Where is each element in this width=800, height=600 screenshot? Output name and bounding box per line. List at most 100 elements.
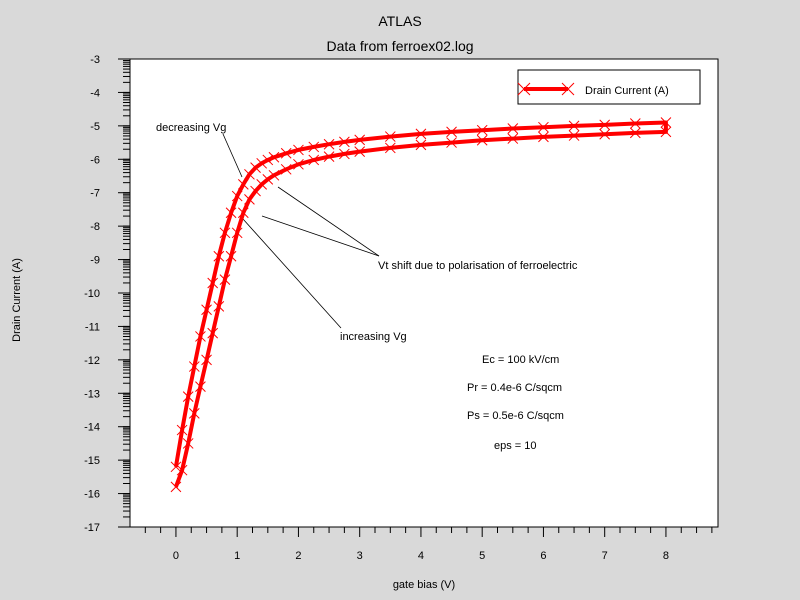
annotation-ps: Ps = 0.5e-6 C/sqcm (467, 410, 564, 422)
data-point-marker (538, 121, 549, 133)
annotation-vt-shift: Vt shift due to polarisation of ferroele… (378, 260, 578, 272)
data-point-marker (244, 194, 255, 205)
chart-title: ATLAS (378, 13, 421, 29)
legend-marker (561, 82, 575, 96)
data-point-marker (256, 157, 268, 169)
data-point-marker (225, 250, 237, 262)
y-tick-label: -10 (84, 288, 100, 300)
leader-line-increasing (242, 218, 342, 329)
data-point-marker (339, 148, 350, 160)
data-point-marker (195, 331, 206, 342)
data-point-marker (293, 158, 304, 170)
data-point-marker (262, 154, 274, 166)
data-point-marker (568, 120, 580, 132)
y-tick-label: -15 (84, 455, 100, 467)
data-point-marker (384, 131, 396, 142)
leader-line-vt-shift-lower (261, 215, 380, 257)
data-point-marker (599, 119, 611, 131)
annotation-leader-lines (222, 133, 380, 329)
legend-swatch (517, 82, 575, 96)
data-point-marker (268, 169, 280, 181)
data-point-marker (207, 277, 219, 289)
data-point-marker (225, 207, 237, 219)
y-tick-label: -3 (90, 54, 100, 66)
y-axis: -3 -4 -5 -6 -7 -8 -9 -10 -11 -12 -13 -14 -15 -16 -17 (84, 54, 130, 534)
data-point-marker (660, 117, 672, 128)
data-point-marker (354, 146, 366, 157)
data-point-marker (231, 190, 243, 202)
data-point-marker (231, 227, 243, 239)
x-tick-label: 8 (663, 550, 669, 562)
data-point-marker (262, 173, 274, 185)
y-tick-label: -5 (90, 121, 100, 133)
leader-line-decreasing (222, 133, 243, 178)
data-point-marker (323, 151, 335, 162)
data-point-marker (195, 381, 206, 392)
y-tick-label: -8 (90, 221, 100, 233)
x-tick-label: 3 (357, 550, 363, 562)
data-point-marker (244, 168, 255, 180)
data-point-marker (201, 354, 212, 366)
data-point-marker (213, 250, 225, 262)
legend: Drain Current (A) (517, 69, 701, 105)
y-tick-label: -9 (90, 255, 100, 267)
data-point-marker (599, 128, 611, 140)
data-point-marker (268, 151, 280, 163)
data-point-marker (237, 179, 249, 190)
data-point-marker (176, 424, 188, 436)
data-point-marker (213, 301, 225, 312)
data-point-marker (280, 147, 292, 159)
legend-label: Drain Current (A) (585, 85, 669, 97)
data-point-marker (476, 124, 488, 136)
legend-marker (517, 82, 531, 96)
data-point-marker (476, 134, 488, 146)
data-point-marker (219, 274, 231, 285)
data-point-marker (237, 207, 249, 219)
y-tick-label: -14 (84, 422, 100, 434)
data-point-marker (660, 126, 672, 138)
annotation-eps: eps = 10 (494, 440, 537, 452)
annotation-decreasing-vg: decreasing Vg (156, 122, 226, 134)
x-tick-label: 0 (173, 550, 179, 562)
leader-line-vt-shift-upper (277, 186, 380, 257)
x-tick-label: 5 (479, 550, 485, 562)
data-point-marker (568, 130, 580, 141)
data-point-marker (170, 481, 182, 493)
data-point-marker (188, 407, 200, 419)
annotation-pr: Pr = 0.4e-6 C/sqcm (467, 382, 562, 394)
data-point-marker (339, 136, 350, 148)
data-point-marker (182, 438, 194, 449)
data-point-marker (629, 118, 641, 129)
data-point-marker (308, 154, 320, 166)
y-tick-label: -12 (84, 355, 100, 367)
y-tick-label: -6 (90, 154, 100, 166)
y-tick-label: -4 (90, 87, 100, 99)
x-tick-label: 2 (295, 550, 301, 562)
series-line (173, 120, 668, 488)
data-point-marker (415, 139, 427, 151)
data-point-marker (256, 179, 268, 190)
data-point-marker (293, 144, 304, 156)
data-point-marker (323, 138, 335, 150)
data-point-marker (629, 127, 641, 139)
data-point-marker (201, 304, 212, 316)
data-point-marker (280, 163, 292, 175)
y-tick-label: -7 (90, 188, 100, 200)
x-axis-label: gate bias (V) (393, 579, 455, 591)
x-tick-label: 4 (418, 550, 424, 562)
data-point-marker (507, 133, 519, 144)
data-point-marker (176, 464, 188, 476)
x-axis: 0 1 2 3 4 5 6 7 8 (144, 527, 713, 562)
data-point-marker (308, 141, 320, 153)
x-tick-label: 1 (234, 550, 240, 562)
x-tick-label: 7 (602, 550, 608, 562)
series-layer (170, 117, 672, 493)
chart-subtitle: Data from ferroex02.log (326, 38, 473, 54)
data-point-marker (538, 131, 549, 143)
x-tick-label: 6 (540, 550, 546, 562)
data-point-marker (354, 134, 366, 146)
annotation-increasing-vg: increasing Vg (340, 331, 407, 343)
data-point-marker (384, 142, 396, 154)
data-point-marker (207, 327, 219, 339)
